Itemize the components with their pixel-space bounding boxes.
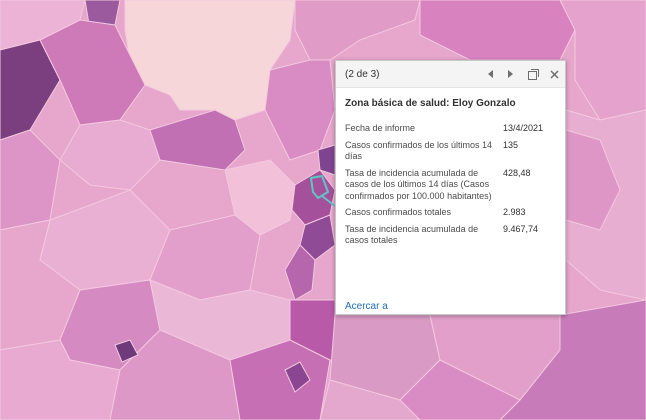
map-region-dark[interactable] (317, 144, 336, 176)
map-region-dark[interactable] (299, 214, 336, 261)
map-region[interactable] (284, 244, 316, 301)
attribute-row: Tasa de incidencia acumulada de casos de… (345, 168, 561, 203)
map-region-dark[interactable] (114, 339, 139, 363)
map-region[interactable] (0, 39, 61, 141)
selection-pointer (321, 195, 336, 207)
attribute-value: 135 (503, 139, 519, 150)
attribute-value: 9.467,74 (503, 223, 539, 234)
info-popup: (2 de 3) Zona básica de salud: Eloy Gonz… (335, 60, 566, 315)
next-button[interactable] (502, 66, 518, 82)
map-region-dark[interactable] (284, 361, 311, 393)
attribute-label: Casos confirmados totales (345, 207, 452, 217)
zoom-to-link[interactable]: Acercar a (345, 301, 388, 312)
attribute-label: Fecha de informe (345, 123, 416, 133)
next-icon (508, 70, 513, 78)
map-region[interactable] (149, 109, 246, 171)
map-region[interactable] (565, 129, 621, 231)
attribute-label: Casos confirmados de los últimos 14 días (345, 139, 493, 162)
map-region[interactable] (294, 0, 421, 61)
attribute-value: 2.983 (503, 207, 526, 217)
map-region[interactable] (499, 299, 646, 420)
map-region[interactable] (59, 119, 161, 191)
attribute-label: Tasa de incidencia acumulada de casos de… (345, 167, 492, 201)
previous-icon (488, 70, 493, 78)
close-icon (549, 69, 559, 79)
map-region[interactable] (399, 359, 521, 420)
popup-header: (2 de 3) (336, 61, 565, 88)
map-region[interactable] (0, 129, 61, 231)
map-region[interactable] (39, 19, 146, 126)
close-button[interactable] (546, 66, 562, 82)
attribute-row: Casos confirmados de los últimos 14 días… (345, 140, 561, 163)
attribute-label: Tasa de incidencia acumulada de casos to… (345, 223, 479, 246)
dock-icon (527, 68, 539, 80)
map-region[interactable] (319, 379, 421, 420)
attribute-row: Fecha de informe 13/4/2021 (345, 123, 561, 135)
attribute-table: Fecha de informe 13/4/2021 Casos confirm… (345, 123, 561, 252)
attribute-row: Casos confirmados totales 2.983 (345, 207, 561, 219)
map-region[interactable] (264, 59, 336, 161)
feature-counter: (2 de 3) (345, 69, 380, 80)
popup-title: Zona básica de salud: Eloy Gonzalo (345, 98, 516, 109)
previous-button[interactable] (483, 66, 499, 82)
selected-zone-outline[interactable] (309, 174, 330, 200)
attribute-row: Tasa de incidencia acumulada de casos to… (345, 224, 561, 247)
attribute-value: 13/4/2021 (503, 123, 544, 133)
dock-button[interactable] (525, 66, 541, 82)
attribute-value: 428,48 (503, 167, 531, 178)
map-region[interactable] (229, 339, 331, 420)
